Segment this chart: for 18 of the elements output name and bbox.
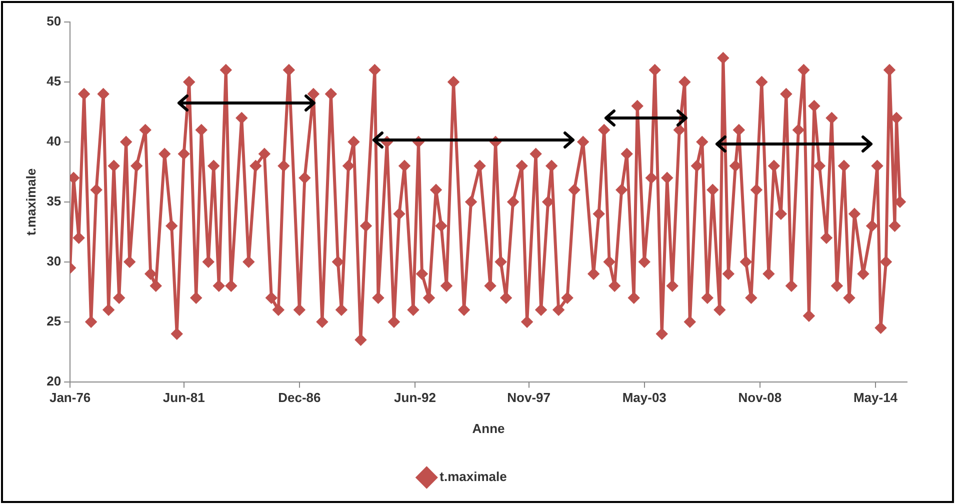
y-tick-label: 50: [46, 14, 62, 29]
x-tick-label: Dec-86: [278, 390, 321, 406]
y-tick-label: 35: [46, 193, 62, 208]
x-tick-label: Nov-97: [507, 390, 550, 406]
x-tick-label: Jun-92: [394, 390, 436, 406]
x-tick-label: Jan-76: [49, 390, 91, 406]
y-tick-label: 40: [46, 134, 62, 149]
y-tick-label: 25: [46, 313, 62, 328]
y-tick-label: 20: [46, 373, 62, 388]
x-tick-label: Jun-81: [162, 390, 205, 406]
y-tick-label: 45: [46, 74, 62, 89]
x-tick-label: Nov-08: [738, 390, 782, 406]
legend-label: t.maximale: [440, 469, 507, 484]
x-tick-label: May-03: [622, 390, 666, 406]
x-axis-title: Anne: [472, 420, 505, 436]
x-tick-label: May-14: [853, 390, 898, 406]
y-axis-title: t.maximale: [23, 168, 38, 236]
y-tick-label: 30: [46, 253, 62, 268]
